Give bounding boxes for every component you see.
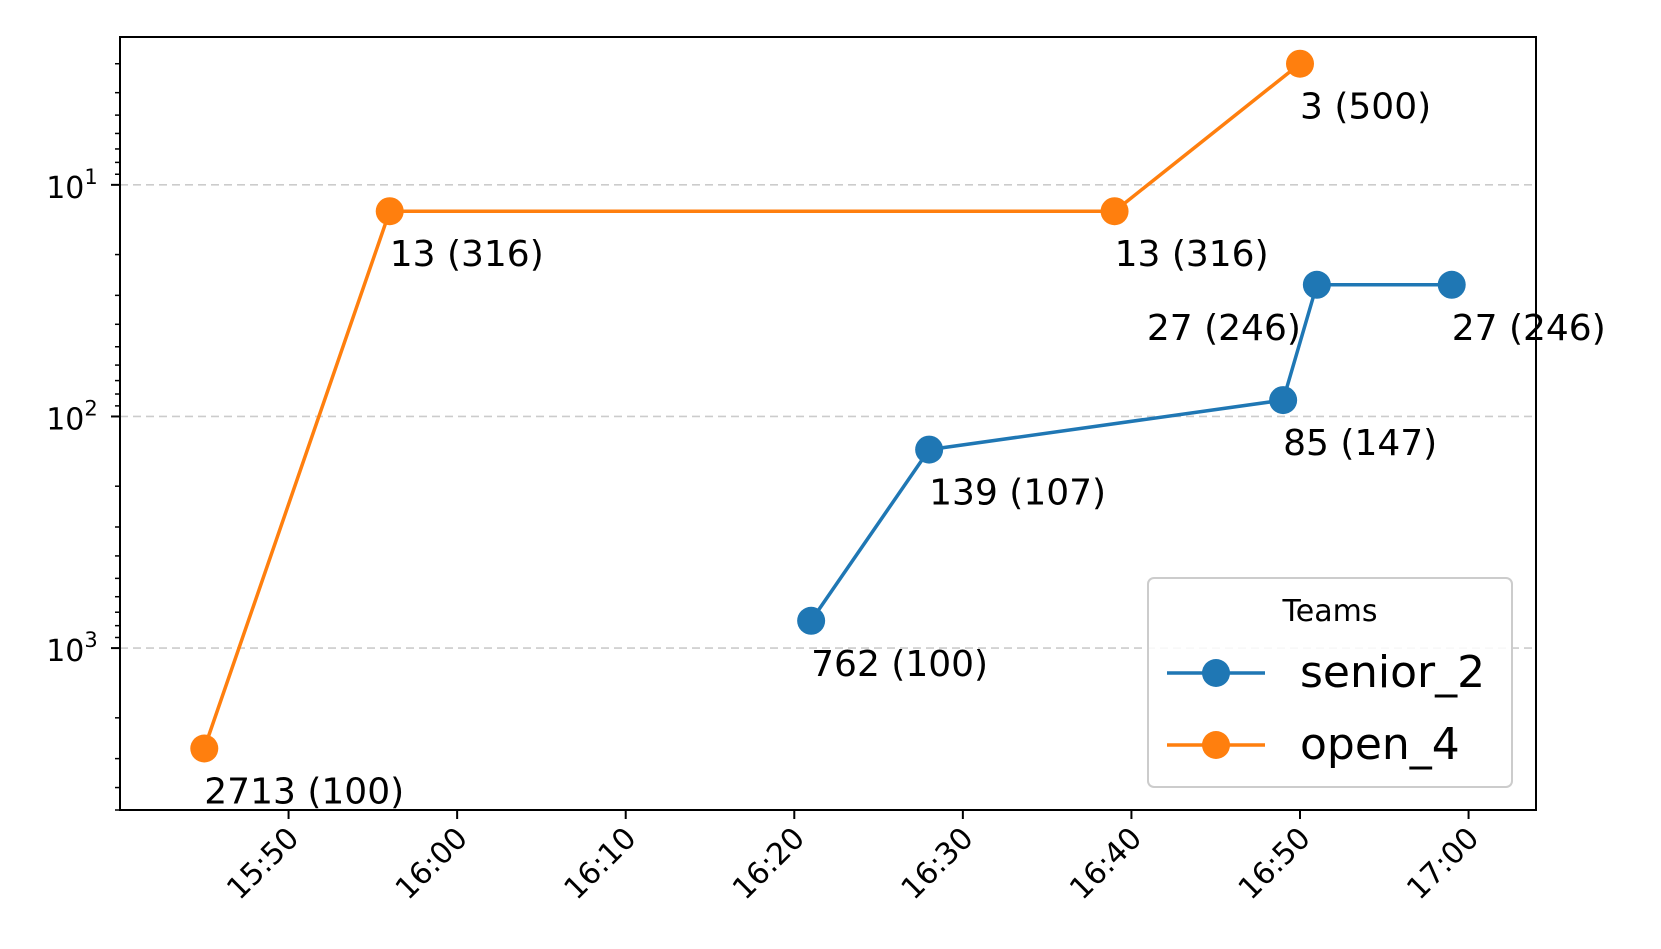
- senior_2-point: [915, 435, 944, 464]
- legend-title: Teams: [1282, 594, 1378, 629]
- open_4-point: [375, 197, 404, 226]
- legend: Teams senior_2 open_4: [1147, 577, 1513, 788]
- senior_2-point: [797, 606, 826, 635]
- senior_2-data-label: 139 (107): [929, 473, 1106, 514]
- legend-senior_2-marker: [1202, 659, 1230, 687]
- open_4-point: [1100, 197, 1129, 226]
- open_4-data-label: 2713 (100): [204, 771, 404, 812]
- y-tick-label: 103: [46, 628, 98, 669]
- senior_2-point: [1269, 386, 1298, 415]
- open_4-line: [202, 62, 1302, 750]
- senior_2-data-label: 85 (147): [1283, 423, 1437, 464]
- series-lines: [190, 49, 1466, 763]
- legend-open_4-marker: [1202, 731, 1230, 759]
- y-tick-label: 101: [46, 165, 98, 206]
- open_4-data-label: 3 (500): [1300, 87, 1431, 128]
- y-tick-label: 102: [46, 396, 98, 437]
- legend-open_4-label: open_4: [1300, 719, 1460, 770]
- open_4-data-label: 13 (316): [1115, 234, 1269, 275]
- grid-lines: [120, 184, 1536, 649]
- legend-box: [1147, 577, 1513, 788]
- open_4-data-label: 13 (316): [390, 234, 544, 275]
- senior_2-point: [1437, 270, 1466, 299]
- open_4-point: [1286, 49, 1314, 78]
- data-labels: 762 (100) 139 (107) 85 (147) 27 (246) 27 (24…: [204, 87, 1605, 813]
- legend-senior_2-label: senior_2: [1300, 647, 1485, 698]
- senior_2-data-label: 27 (246): [1452, 308, 1606, 349]
- open_4-point: [190, 734, 219, 763]
- senior_2-data-label: 762 (100): [811, 644, 988, 685]
- senior_2-point: [1302, 270, 1331, 299]
- senior_2-data-label: 27 (246): [1147, 308, 1301, 349]
- plot-frame: [119, 36, 1537, 811]
